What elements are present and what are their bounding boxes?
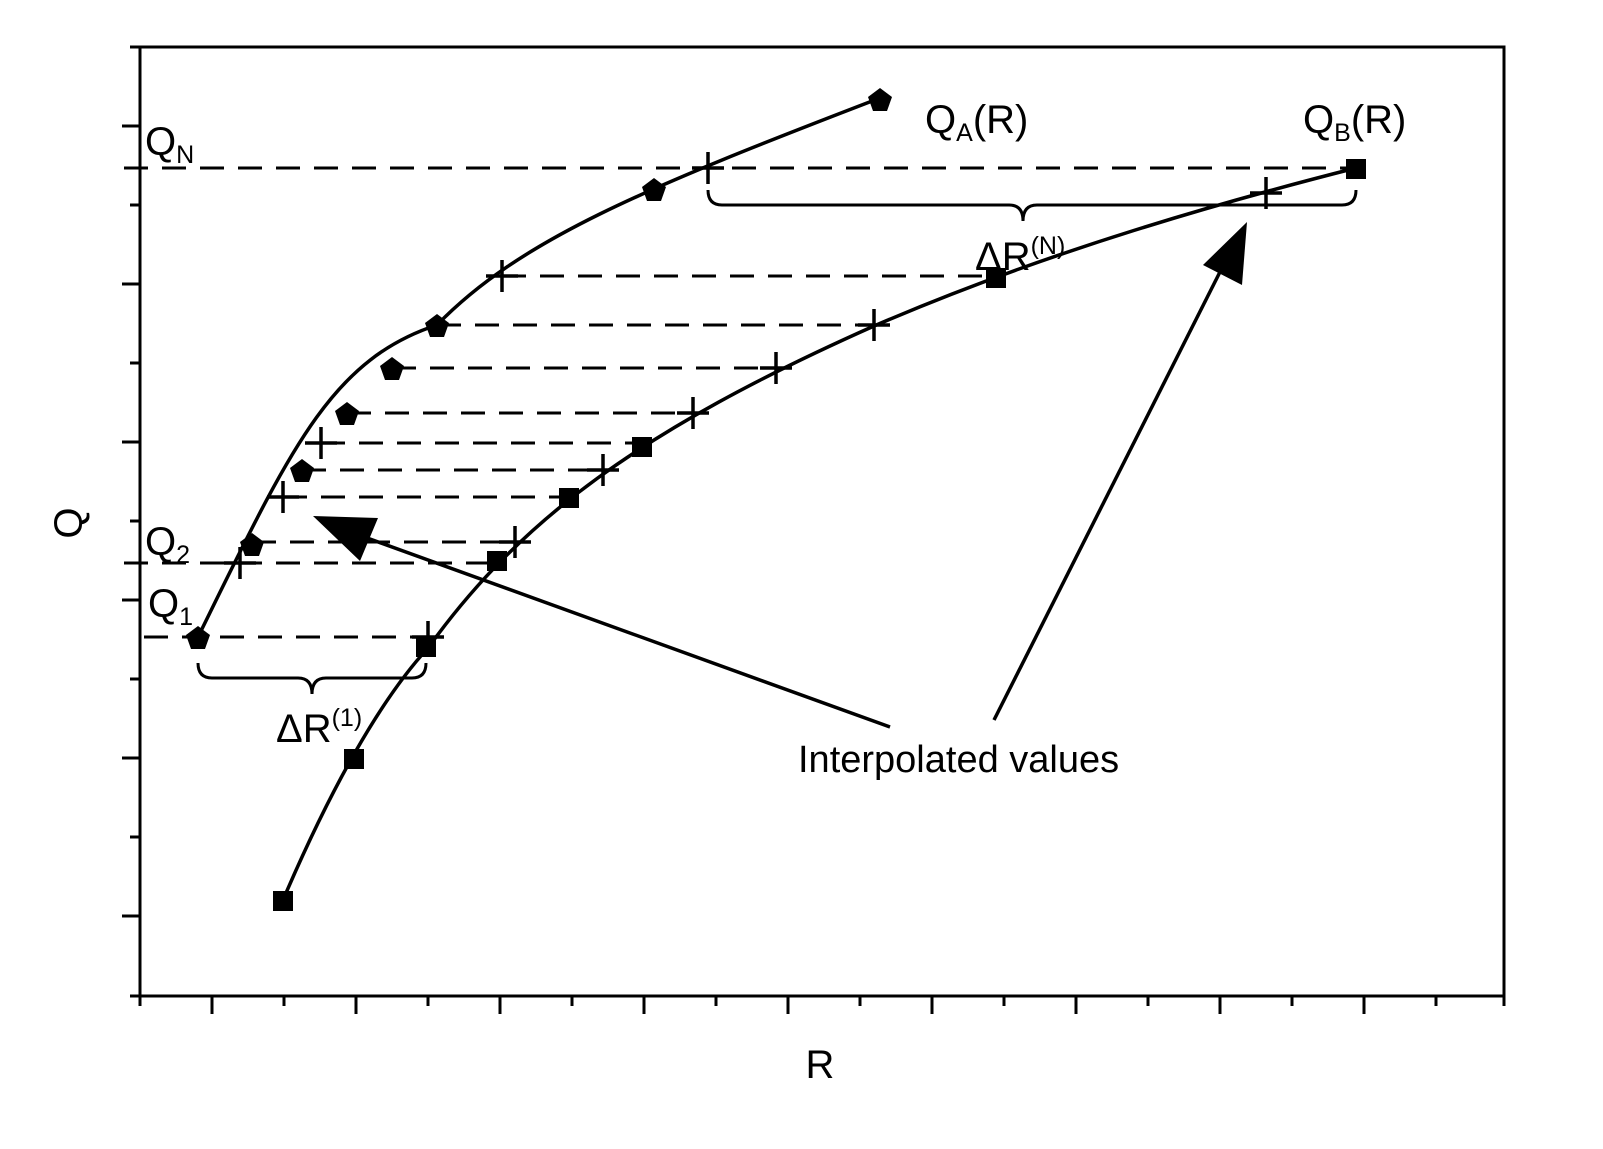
square-marker — [416, 637, 436, 657]
pentagon-marker — [335, 402, 359, 425]
arrow-shaft-left — [344, 528, 891, 729]
y-axis-ticks — [122, 45, 140, 998]
square-marker — [1346, 159, 1366, 179]
plus-marker — [267, 481, 299, 513]
curve-qb — [281, 166, 1357, 901]
level-lines — [124, 166, 1356, 639]
x-axis-ticks — [138, 996, 1506, 1014]
pentagon-marker — [868, 88, 892, 111]
plus-marker — [412, 621, 444, 653]
square-marker — [344, 749, 364, 769]
curve-qb-markers — [273, 159, 1366, 911]
brace-delta-r-n — [706, 189, 1358, 222]
plus-marker — [499, 526, 531, 558]
pentagon-marker — [425, 314, 449, 337]
brace-delta-r-1 — [196, 662, 428, 695]
arrow-head-right — [1203, 222, 1247, 285]
square-marker — [632, 437, 652, 457]
level-label-qn: QN — [145, 120, 194, 169]
pentagon-marker — [380, 357, 404, 380]
square-marker — [559, 488, 579, 508]
pentagon-marker — [290, 459, 314, 482]
plus-marker — [760, 352, 792, 384]
x-axis-title: R — [806, 1043, 835, 1087]
pentagon-marker — [642, 178, 666, 201]
y-axis-title: Q — [47, 507, 91, 538]
arrow-head-left — [313, 516, 378, 561]
interpolated-markers — [224, 152, 1282, 653]
level-label-q2: Q2 — [145, 520, 190, 569]
curve-qb-label: QB(R) — [1303, 98, 1406, 147]
arrows — [313, 222, 1247, 729]
plus-marker — [305, 427, 337, 459]
annotation-interpolated-values: Interpolated values — [798, 739, 1119, 781]
plus-marker — [224, 547, 256, 579]
plus-marker — [677, 397, 709, 429]
square-marker — [487, 551, 507, 571]
square-marker — [273, 891, 293, 911]
pentagon-marker — [240, 533, 264, 556]
curve-qa-label: QA(R) — [925, 98, 1028, 147]
pentagon-marker — [186, 626, 210, 649]
curve-qa-markers — [186, 88, 892, 649]
square-marker — [986, 268, 1006, 288]
plus-marker — [587, 454, 619, 486]
level-label-q1: Q1 — [148, 582, 193, 631]
delta-r-n-label: ΔR(N) — [975, 232, 1065, 279]
plus-marker — [858, 309, 890, 341]
plus-marker — [486, 260, 518, 292]
arrow-shaft-right — [992, 261, 1227, 721]
delta-r-1-label: ΔR(1) — [276, 704, 362, 751]
plus-marker — [692, 152, 724, 184]
